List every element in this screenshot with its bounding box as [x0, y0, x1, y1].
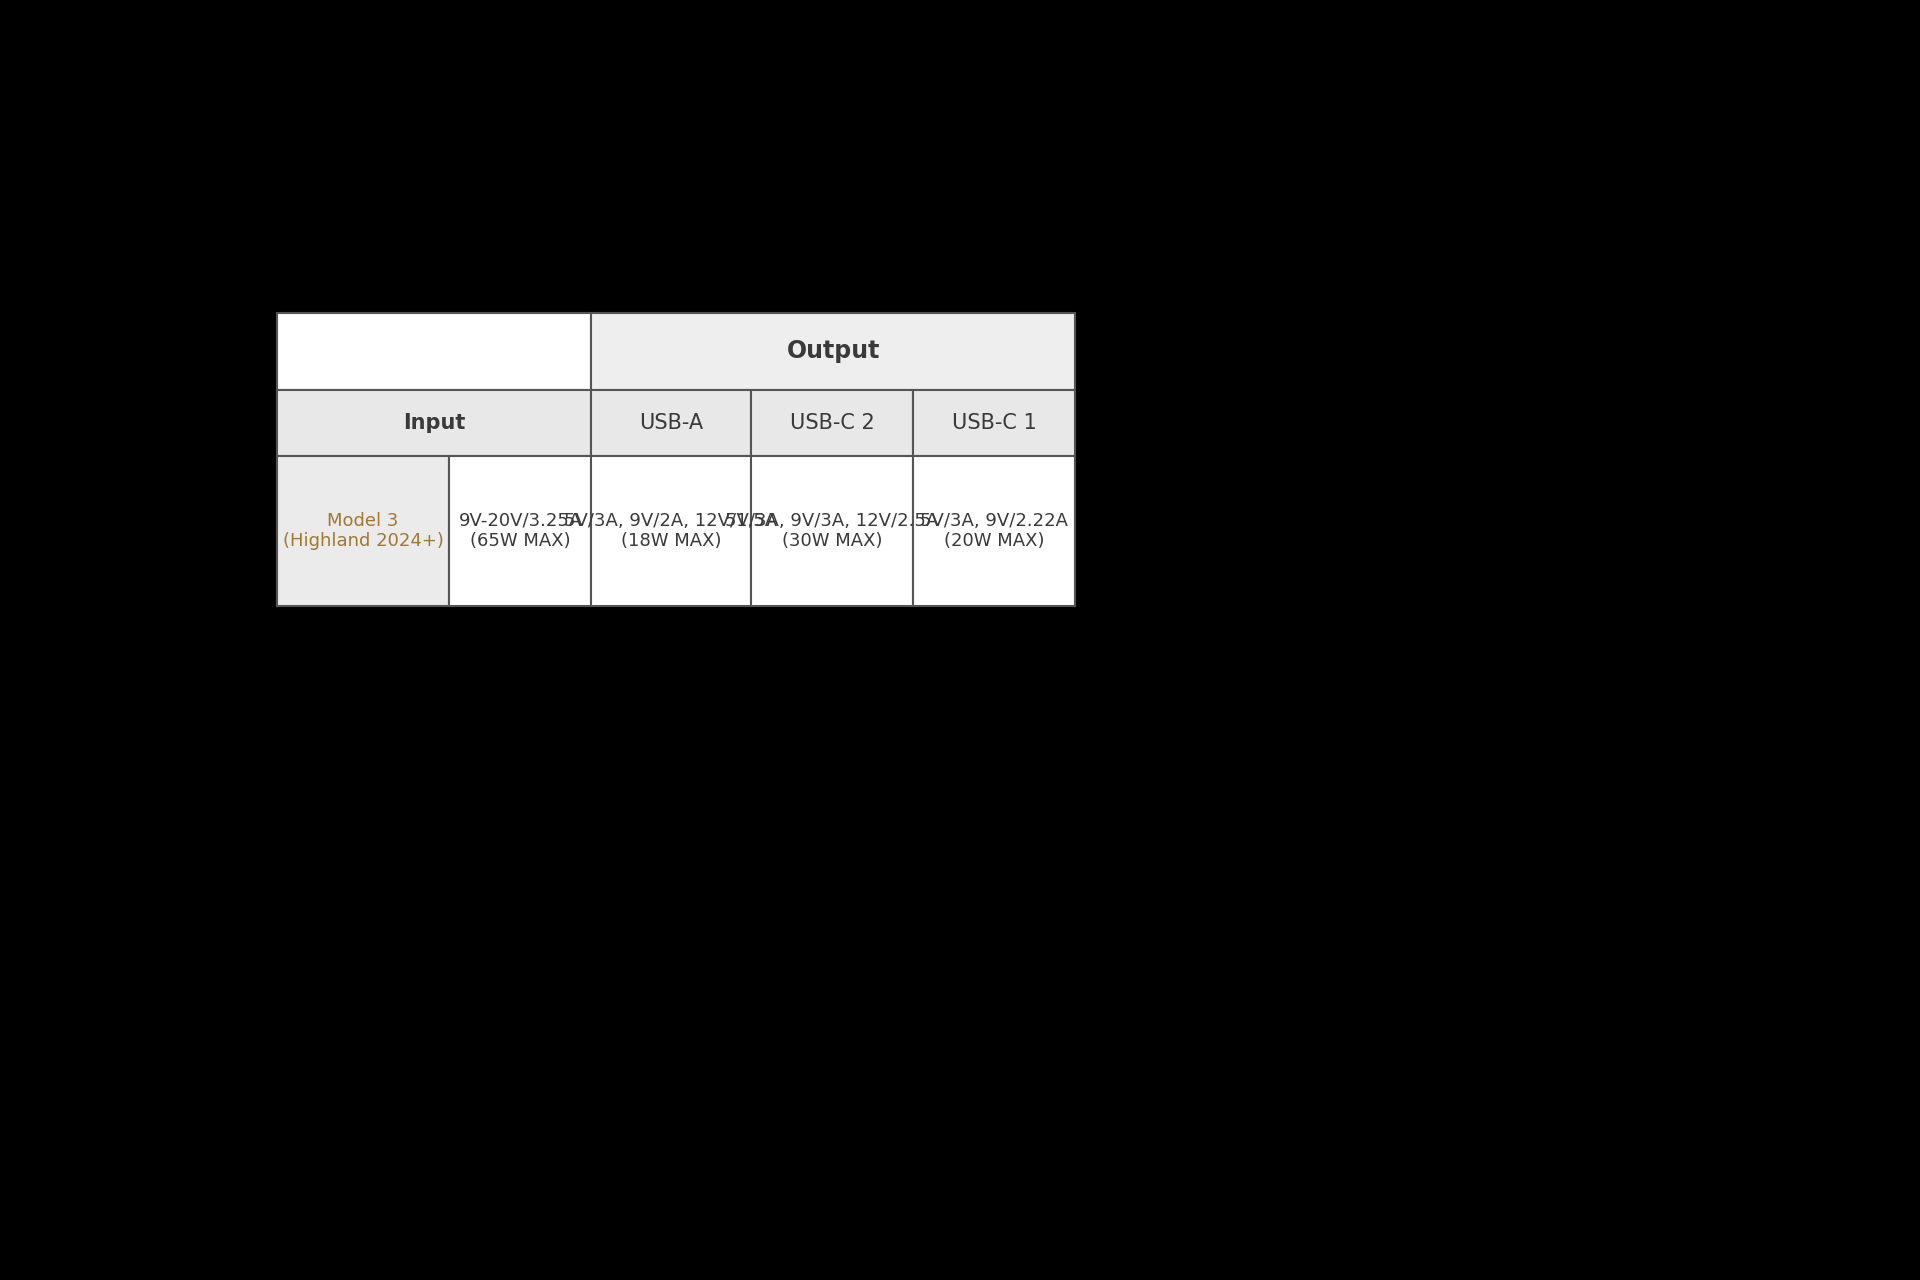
Text: Input: Input: [403, 413, 465, 433]
Bar: [591, 314, 1075, 390]
Text: 5V/3A, 9V/3A, 12V/2.5A
(30W MAX): 5V/3A, 9V/3A, 12V/2.5A (30W MAX): [726, 512, 939, 550]
Bar: [449, 456, 591, 605]
Text: USB-C 2: USB-C 2: [789, 413, 874, 433]
Text: 5V/3A, 9V/2.22A
(20W MAX): 5V/3A, 9V/2.22A (20W MAX): [920, 512, 1068, 550]
Bar: [276, 456, 449, 605]
Bar: [591, 456, 751, 605]
Bar: [751, 456, 914, 605]
Text: USB-C 1: USB-C 1: [952, 413, 1037, 433]
Text: 5V/3A, 9V/2A, 12V/1.5A
(18W MAX): 5V/3A, 9V/2A, 12V/1.5A (18W MAX): [564, 512, 778, 550]
Text: Model 3
(Highland 2024+): Model 3 (Highland 2024+): [282, 512, 444, 550]
Text: USB-A: USB-A: [639, 413, 703, 433]
Bar: [276, 314, 591, 390]
Bar: [276, 390, 591, 456]
Bar: [591, 390, 751, 456]
Bar: [914, 390, 1075, 456]
Bar: [751, 390, 914, 456]
Bar: [914, 456, 1075, 605]
Text: Output: Output: [787, 339, 879, 364]
Text: 9V-20V/3.25A
(65W MAX): 9V-20V/3.25A (65W MAX): [459, 512, 582, 550]
